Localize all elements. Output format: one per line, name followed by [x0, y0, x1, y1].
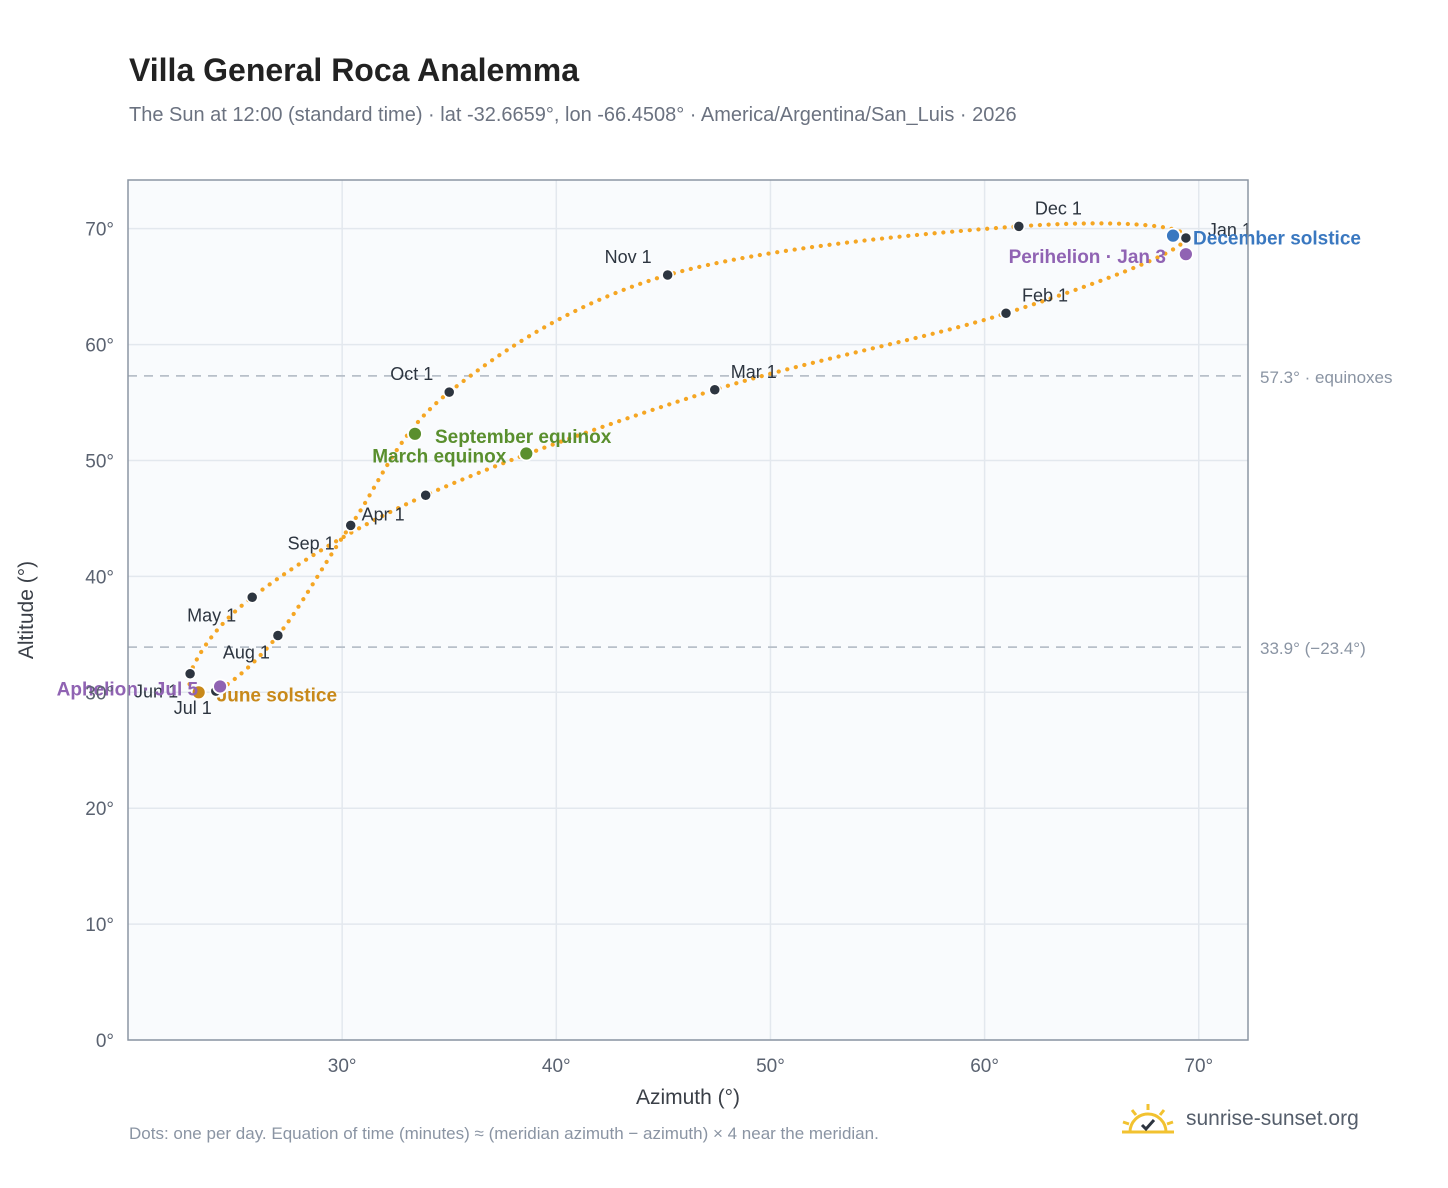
plot-area	[128, 180, 1248, 1040]
month-label: Dec 1	[1035, 198, 1082, 218]
y-tick-label: 0°	[96, 1031, 114, 1052]
month-label: Oct 1	[390, 364, 433, 384]
footnote: Dots: one per day. Equation of time (min…	[129, 1124, 879, 1143]
month-label: Jun 1	[134, 682, 178, 702]
x-tick-label: 50°	[756, 1056, 785, 1077]
reference-line-label: 33.9° (−23.4°)	[1260, 639, 1366, 658]
y-tick-label: 60°	[85, 336, 114, 357]
reference-line-label: 57.3° · equinoxes	[1260, 368, 1393, 387]
month-marker	[708, 383, 722, 397]
month-label: Jul 1	[174, 698, 212, 718]
apsis-marker	[1177, 246, 1194, 263]
event-markers: March equinox June solstice September equi…	[57, 227, 1361, 706]
june_solstice-marker	[190, 684, 207, 701]
y-tick-label: 50°	[85, 451, 114, 472]
apsis-marker	[212, 678, 228, 695]
june_solstice-label: June solstice	[217, 685, 337, 706]
equinox-label: September equinox	[435, 427, 612, 448]
month-label: Nov 1	[605, 247, 652, 267]
brand-name: sunrise-sunset.org	[1186, 1107, 1359, 1130]
month-marker	[245, 591, 259, 604]
month-marker	[1179, 231, 1193, 245]
month-label: Feb 1	[1022, 285, 1068, 305]
chart-title: Villa General Roca Analemma	[129, 52, 579, 88]
month-label: Mar 1	[731, 362, 777, 382]
month-label: Aug 1	[223, 642, 270, 662]
equinox-marker	[518, 445, 535, 462]
month-label: Apr 1	[362, 504, 405, 524]
x-tick-label: 70°	[1184, 1056, 1213, 1077]
december_solstice-label: December solstice	[1193, 229, 1361, 250]
plot-frame	[127, 179, 1249, 1041]
month-marker	[661, 268, 674, 282]
y-tick-label: 10°	[85, 915, 114, 936]
month-marker	[1012, 220, 1026, 233]
month-marker	[999, 307, 1013, 320]
month-marker	[271, 629, 285, 642]
y-tick-label: 20°	[85, 799, 114, 820]
month-marker	[183, 667, 197, 680]
equinox-marker	[407, 425, 423, 442]
y-tick-label: 30°	[85, 683, 114, 704]
month-marker	[442, 385, 456, 399]
sun-check-icon	[1122, 1104, 1174, 1134]
december_solstice-marker	[1165, 227, 1181, 244]
x-tick-label: 60°	[970, 1056, 999, 1077]
x-tick-label: 40°	[542, 1056, 571, 1077]
y-tick-label: 70°	[85, 220, 114, 241]
equinox-label: March equinox	[372, 447, 507, 468]
month-label: Jan 1	[1208, 220, 1252, 240]
month-label: Sep 1	[288, 533, 335, 553]
brand[interactable]: sunrise-sunset.org	[1120, 1102, 1359, 1136]
y-axis-label: Altitude (°)	[15, 561, 38, 659]
x-axis-label: Azimuth (°)	[636, 1086, 740, 1109]
y-tick-label: 40°	[85, 567, 114, 588]
month-label: May 1	[187, 605, 236, 625]
month-marker	[344, 519, 357, 532]
apsis-label: Perihelion · Jan 3	[1009, 247, 1166, 268]
axes: 30° 40° 50° 60° 70° 0° 10° 20° 30° 40° 50° 60° 70° Az…	[15, 220, 1213, 1109]
reference-lines: 57.3° · equinoxes 33.9° (−23.4°)	[128, 368, 1393, 658]
chart-subtitle: The Sun at 12:00 (standard time) · lat -…	[129, 104, 1017, 126]
x-tick-label: 30°	[328, 1056, 357, 1077]
month-marker	[419, 489, 432, 502]
